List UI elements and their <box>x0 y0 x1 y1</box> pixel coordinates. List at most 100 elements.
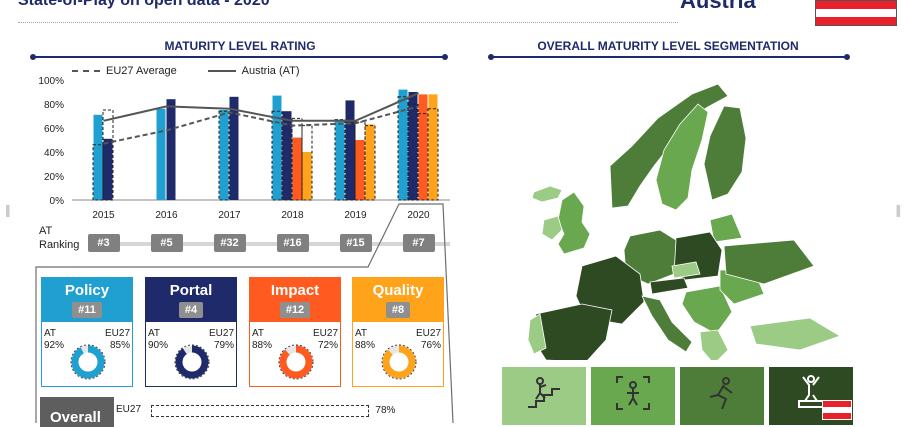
bar-portal <box>229 96 239 200</box>
donut-eu-ring <box>174 344 210 380</box>
card-header: Portal #4 <box>146 278 236 322</box>
map-uk <box>557 191 591 255</box>
eu-marker <box>102 109 114 201</box>
card-rank-badge: #8 <box>385 302 411 318</box>
donut-eu-ring <box>381 344 417 380</box>
map-spain <box>531 303 613 360</box>
card-rank-badge: #4 <box>178 302 204 318</box>
y-tick-label: 40% <box>44 148 64 159</box>
map-baltics <box>709 213 743 243</box>
card-eu-label: EU27 <box>312 328 338 339</box>
card-header: Policy #11 <box>42 278 132 322</box>
bar-policy <box>398 89 408 200</box>
map-germany <box>623 229 677 285</box>
card-at-value: 88% <box>252 340 273 351</box>
card-eu-label: EU27 <box>208 328 234 339</box>
y-tick-label: 100% <box>38 76 64 87</box>
rank-pill: #16 <box>276 234 309 252</box>
card-at-label: AT <box>252 328 265 339</box>
page-title: State-of-Play on open data - 2020 <box>18 0 270 9</box>
eu-marker <box>407 103 419 201</box>
y-tick-label: 0% <box>50 196 65 207</box>
donut-eu-ring <box>278 344 314 380</box>
map-ireland <box>541 215 563 241</box>
segment-followers <box>591 367 675 425</box>
bar-quality <box>365 124 375 200</box>
rank-pill: #5 <box>150 234 183 252</box>
bar-portal <box>345 100 355 200</box>
eu-marker <box>427 108 439 201</box>
map-iceland <box>531 185 563 203</box>
rank-pill: #7 <box>402 234 435 252</box>
section-rule <box>33 56 445 58</box>
donut-at-arc <box>71 345 105 379</box>
map-portugal <box>527 313 547 355</box>
card-donut <box>174 344 210 380</box>
eu-marker <box>354 121 366 201</box>
line-austria-at- <box>103 92 419 122</box>
overall-eu-value: 78% <box>375 405 396 416</box>
card-eu-label: EU27 <box>104 328 130 339</box>
card-policy: Policy #11 AT EU27 92% 85% <box>41 277 133 387</box>
rule-dot <box>844 54 850 60</box>
segment-fast-trackers <box>680 367 764 425</box>
x-tick-label: 2018 <box>281 210 304 221</box>
card-at-label: AT <box>44 328 57 339</box>
card-donut <box>278 344 314 380</box>
scroll-left-icon[interactable]: ▌ <box>6 206 14 217</box>
eu-marker <box>271 110 283 201</box>
ranking-label: AT Ranking <box>39 224 79 252</box>
y-tick-label: 20% <box>44 172 64 183</box>
segment-beginners <box>502 367 586 425</box>
austria-flag-icon <box>815 0 897 26</box>
eu-marker <box>218 110 230 201</box>
segmentation-section-title: OVERALL MATURITY LEVEL SEGMENTATION <box>537 39 799 53</box>
legend-label: Austria (AT) <box>241 64 300 77</box>
bar-policy <box>156 108 166 200</box>
rank-pill: #32 <box>213 234 246 252</box>
map-czechia <box>671 261 701 279</box>
card-at-value: 90% <box>148 340 169 351</box>
bar-policy <box>335 119 345 200</box>
card-title: Quality <box>372 282 424 299</box>
donut-at-arc <box>279 345 313 379</box>
eu-marker <box>344 121 356 201</box>
country-name: Austria <box>680 0 756 13</box>
card-title: Policy <box>64 282 110 299</box>
eu-marker <box>364 125 376 201</box>
rule-dot <box>442 54 448 60</box>
map-austria <box>649 277 689 295</box>
card-title: Portal <box>169 282 213 299</box>
card-eu-value: 72% <box>317 340 338 351</box>
donut-at-arc <box>175 345 209 379</box>
card-rank-badge: #12 <box>279 302 311 318</box>
chart-legend: EU27 Average Austria (AT) <box>72 62 300 80</box>
overall-eu-bar <box>151 405 370 417</box>
card-at-label: AT <box>355 328 368 339</box>
card-eu-value: 76% <box>420 340 441 351</box>
x-tick-label: 2019 <box>344 210 367 221</box>
card-portal: Portal #4 AT EU27 90% 79% <box>145 277 237 387</box>
bar-portal <box>166 99 176 200</box>
rank-pill: #15 <box>339 234 372 252</box>
overall-eu-label: EU27 <box>116 404 142 415</box>
ranking-label-line: AT <box>39 225 53 237</box>
ranking-track <box>88 242 450 246</box>
card-eu-value: 79% <box>213 340 234 351</box>
focus-person-icon <box>613 373 653 418</box>
legend-label: EU27 Average <box>106 64 177 77</box>
line-eu27-average <box>103 105 419 145</box>
rank-pill: #3 <box>87 234 120 252</box>
austria-flag-icon <box>822 400 852 420</box>
scroll-right-icon[interactable]: ▐ <box>893 206 901 217</box>
map-italy <box>641 295 693 353</box>
bar-portal <box>103 138 113 200</box>
map-finland <box>703 105 747 201</box>
card-at-label: AT <box>148 328 161 339</box>
map-turkey <box>749 317 841 351</box>
bar-portal <box>408 92 418 200</box>
bar-quality <box>302 152 312 200</box>
overall-label: Overall <box>40 397 114 427</box>
donut-eu-ring <box>70 344 106 380</box>
